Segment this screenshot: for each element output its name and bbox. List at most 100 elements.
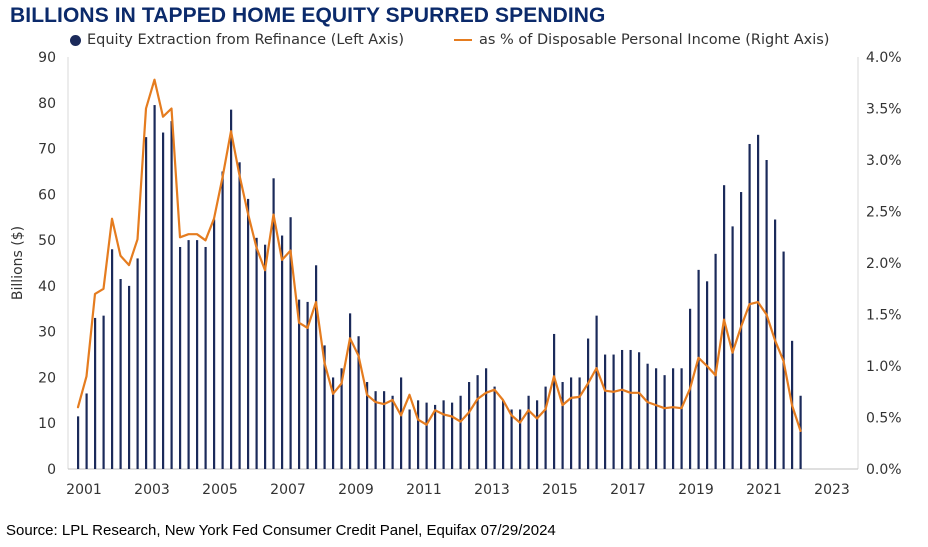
x-tick-label: 2003 <box>134 482 170 498</box>
bar <box>459 395 462 469</box>
legend-swatch-line <box>454 39 472 41</box>
y-left-tick-label: 80 <box>38 96 56 112</box>
y-left-tick-label: 40 <box>38 279 56 295</box>
bar <box>680 368 683 469</box>
bar <box>366 382 369 469</box>
bar <box>646 363 649 469</box>
bar <box>468 382 471 469</box>
bar <box>102 315 105 469</box>
bar <box>179 246 182 469</box>
bar <box>136 258 139 469</box>
y-left-tick-label: 30 <box>38 325 56 341</box>
bar <box>663 375 666 469</box>
bar <box>740 192 743 470</box>
bar <box>391 395 394 469</box>
bar <box>281 235 284 469</box>
bar <box>272 178 275 470</box>
bar <box>306 301 309 469</box>
legend-item-bars: Equity Extraction from Refinance (Left A… <box>70 32 404 48</box>
bar <box>451 402 454 469</box>
bar <box>621 349 624 469</box>
bar <box>221 171 224 469</box>
bar <box>578 377 581 469</box>
legend-item-line: as % of Disposable Personal Income (Righ… <box>454 32 829 48</box>
bar <box>340 368 343 469</box>
bar <box>714 253 717 469</box>
y-right-tick-label: 0.0% <box>866 462 902 478</box>
bar <box>247 198 250 469</box>
bar <box>85 393 88 469</box>
y-right-tick-label: 2.5% <box>866 205 902 221</box>
y-left-tick-label: 90 <box>38 50 56 66</box>
y-left-tick-label: 10 <box>38 416 56 432</box>
x-tick-label: 2023 <box>814 482 850 498</box>
legend-label-bars: Equity Extraction from Refinance (Left A… <box>87 32 404 48</box>
bar <box>196 240 199 469</box>
bar <box>170 121 173 469</box>
legend-label-line: as % of Disposable Personal Income (Righ… <box>479 32 830 48</box>
y-right-tick-label: 3.5% <box>866 102 902 118</box>
bar <box>145 137 148 469</box>
bar <box>723 185 726 469</box>
bar <box>612 354 615 469</box>
chart-plot: 0 10 20 30 40 50 60 70 80 90 0.0% 0.5% 1.0% 1.5% 2.0% 2… <box>10 50 902 498</box>
y-right-tick-label: 0.5% <box>866 411 902 427</box>
bar <box>128 285 131 469</box>
y-left-tick-label: 70 <box>38 142 56 158</box>
x-tick-label: 2007 <box>270 482 306 498</box>
bar <box>519 409 522 469</box>
line-series <box>76 78 802 432</box>
bar <box>111 249 114 469</box>
x-tick-label: 2005 <box>202 482 238 498</box>
bar <box>383 391 386 469</box>
x-tick-label: 2019 <box>678 482 714 498</box>
y-left-tick-label: 60 <box>38 187 56 203</box>
x-tick-label: 2009 <box>338 482 374 498</box>
chart-title: BILLIONS IN TAPPED HOME EQUITY SPURRED S… <box>10 4 606 27</box>
y-right-tick-label: 4.0% <box>866 50 902 66</box>
x-tick-label: 2017 <box>610 482 646 498</box>
bar <box>119 279 122 469</box>
x-tick-label: 2015 <box>542 482 578 498</box>
bar <box>238 162 241 470</box>
bar <box>638 352 641 469</box>
bar <box>425 402 428 469</box>
y-right-tick-label: 1.5% <box>866 308 902 324</box>
source-note: Source: LPL Research, New York Fed Consu… <box>6 522 556 539</box>
x-tick-label: 2011 <box>406 482 442 498</box>
bar <box>434 404 437 469</box>
y-left-tick-label: 50 <box>38 233 56 249</box>
bar <box>230 109 233 470</box>
legend: Equity Extraction from Refinance (Left A… <box>70 32 888 52</box>
bar <box>672 368 675 469</box>
bar <box>493 386 496 469</box>
bar <box>587 338 590 469</box>
bar <box>655 368 658 469</box>
bar <box>527 395 530 469</box>
bar <box>774 219 777 469</box>
bar <box>561 382 564 469</box>
bar <box>77 416 80 469</box>
bar <box>298 299 301 469</box>
bar <box>213 219 216 469</box>
x-tick-label: 2013 <box>474 482 510 498</box>
y-left-tick-label: 0 <box>47 462 56 478</box>
bar <box>697 269 700 469</box>
bar <box>536 400 539 469</box>
bar <box>731 226 734 469</box>
x-tick-label: 2021 <box>746 482 782 498</box>
bar <box>162 132 165 470</box>
bar <box>544 386 547 469</box>
bar <box>510 409 513 469</box>
x-tick-label: 2001 <box>66 482 102 498</box>
bar <box>408 409 411 469</box>
bar <box>315 265 318 469</box>
bar <box>264 244 267 469</box>
bar <box>476 375 479 469</box>
bar <box>153 105 156 470</box>
y-axis-title: Billions ($) <box>10 226 26 300</box>
bar <box>349 313 352 469</box>
bar <box>442 400 445 469</box>
bar <box>374 391 377 469</box>
y-right-tick-label: 3.0% <box>866 153 902 169</box>
